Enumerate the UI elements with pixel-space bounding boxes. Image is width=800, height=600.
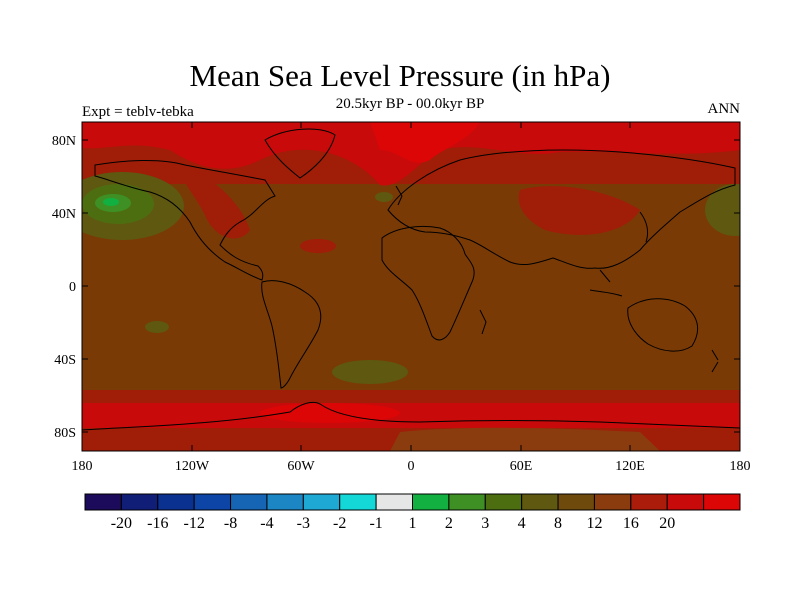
field-pacific-low-core — [103, 198, 119, 206]
colorbar-label-6: -2 — [333, 515, 346, 532]
coast-antarctica — [82, 401, 740, 431]
colorbar-label-2: -12 — [184, 515, 205, 532]
colorbar-label-10: 3 — [481, 515, 489, 532]
colorbar-label-3: -8 — [224, 515, 237, 532]
field-europe-high — [370, 122, 480, 163]
coast-japan — [639, 211, 649, 243]
colorbar-label-13: 12 — [586, 515, 602, 532]
map-title: Mean Sea Level Pressure (in hPa) — [189, 58, 611, 93]
lon-label-180e: 180 — [730, 459, 751, 474]
lat-label-40s: 40S — [54, 353, 76, 368]
colorbar-box-12 — [521, 493, 559, 511]
colorbar-box-11 — [484, 493, 523, 511]
colorbar-box-14 — [593, 493, 632, 511]
colorbar-label-11: 4 — [518, 515, 526, 532]
season-label: ANN — [707, 101, 741, 117]
lon-label-60w: 60W — [287, 459, 315, 474]
experiment-label: Expt = teblv-tebka — [82, 104, 194, 120]
lat-label-80n: 80N — [52, 134, 76, 149]
colorbar-box-9 — [412, 493, 450, 511]
colorbar-box-16 — [666, 493, 705, 511]
map-field — [82, 122, 740, 451]
colorbar-box-8 — [375, 493, 414, 511]
coast-indonesia — [589, 269, 623, 297]
coast-madagascar — [479, 309, 487, 335]
colorbar-box-13 — [557, 493, 595, 511]
field-asia-high — [518, 186, 640, 235]
lon-ticks — [81, 122, 741, 451]
lon-label-0: 0 — [408, 459, 415, 474]
colorbar-label-0: -20 — [111, 515, 132, 532]
colorbar-label-5: -3 — [297, 515, 310, 532]
field-north-america-high — [175, 160, 250, 239]
colorbar-box-4 — [230, 493, 268, 511]
colorbar-box-6 — [302, 493, 341, 511]
colorbar-label-12: 8 — [554, 515, 562, 532]
map-subtitle: 20.5kyr BP - 00.0kyr BP — [335, 96, 485, 112]
lat-label-80s: 80S — [54, 426, 76, 441]
colorbar-label-8: 1 — [409, 515, 417, 532]
coast-south-america — [261, 280, 322, 389]
field-subtropic-high — [300, 239, 336, 253]
colorbar-box-3 — [193, 493, 232, 511]
lon-label-120w: 120W — [175, 459, 210, 474]
colorbar-label-4: -4 — [260, 515, 273, 532]
lat-label-40n: 40N — [52, 207, 76, 222]
coast-eurasia — [387, 149, 736, 269]
field-atlantic-low — [375, 192, 393, 202]
coast-australia — [627, 298, 699, 352]
lon-label-120e: 120E — [615, 459, 645, 474]
lon-label-180w: 180 — [72, 459, 93, 474]
colorbar-box-2 — [157, 493, 195, 511]
coast-uk — [395, 185, 403, 206]
lat-label-0: 0 — [69, 280, 76, 295]
colorbar: -20 -16 -12 -8 -4 -3 -2 -1 1 2 3 4 8 12 16 20 — [84, 493, 741, 532]
field-south-atlantic-low — [332, 360, 408, 384]
colorbar-box-7 — [339, 493, 377, 511]
field-pacific-low-east — [705, 184, 740, 236]
coast-north-america — [94, 160, 276, 281]
colorbar-box-0 — [84, 493, 122, 511]
lon-label-60e: 60E — [510, 459, 533, 474]
lat-ticks — [82, 139, 740, 433]
field-antarctic-low — [390, 427, 660, 451]
coast-africa — [381, 225, 475, 341]
colorbar-label-7: -1 — [369, 515, 382, 532]
coastlines — [82, 128, 740, 431]
coast-greenland — [264, 128, 336, 179]
colorbar-label-14: 16 — [623, 515, 639, 532]
colorbar-box-17 — [703, 493, 741, 511]
colorbar-label-9: 2 — [445, 515, 453, 532]
colorbar-box-15 — [630, 493, 668, 511]
colorbar-box-1 — [120, 493, 159, 511]
colorbar-box-5 — [266, 493, 304, 511]
field-south-pacific-low — [145, 321, 169, 333]
colorbar-label-15: 20 — [659, 515, 675, 532]
coast-new-zealand — [711, 349, 719, 373]
colorbar-label-1: -16 — [147, 515, 168, 532]
colorbar-box-10 — [448, 493, 486, 511]
